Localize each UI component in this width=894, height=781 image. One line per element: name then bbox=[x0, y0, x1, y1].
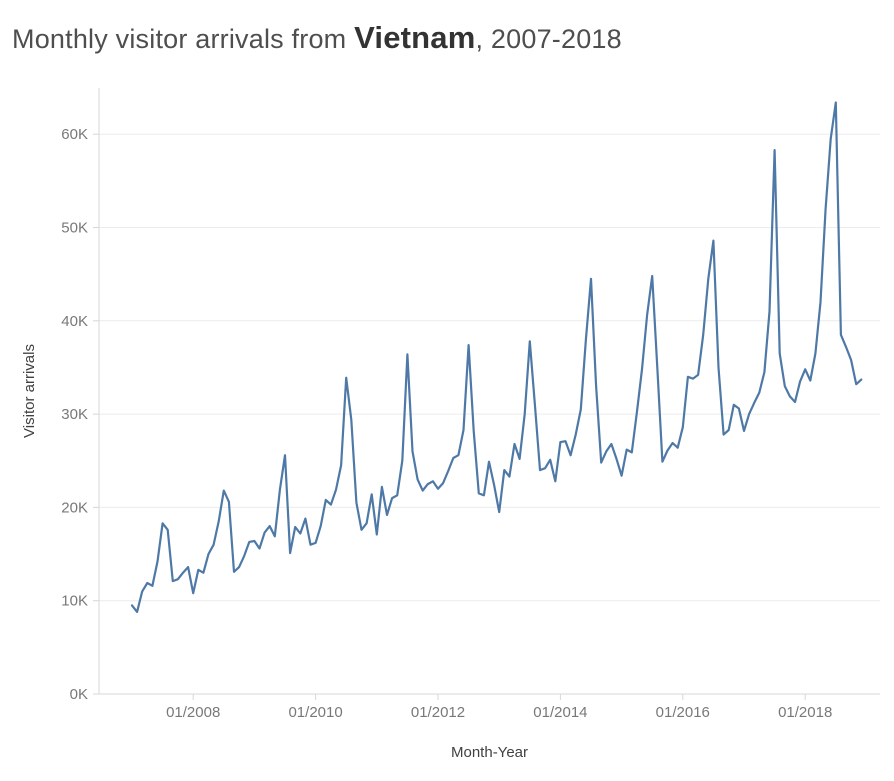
tick-labels: 0K 10K 20K 30K 40K 50K 60K 01/2008 01/2010 01/201… bbox=[61, 126, 832, 721]
chart-title-prefix: Monthly visitor arrivals from bbox=[12, 24, 355, 54]
x-tick-label: 01/2018 bbox=[778, 704, 832, 721]
x-axis-title: Month-Year bbox=[451, 744, 528, 761]
tick-marks bbox=[93, 133, 806, 700]
y-tick-label: 50K bbox=[61, 220, 88, 237]
chart-title-country: Vietnam bbox=[354, 20, 476, 55]
x-tick-label: 01/2012 bbox=[411, 704, 465, 721]
visitor-arrivals-line-mark[interactable] bbox=[130, 101, 863, 613]
y-tick-label: 10K bbox=[61, 593, 88, 610]
y-tick-label: 60K bbox=[61, 126, 88, 143]
x-tick-label: 01/2016 bbox=[656, 704, 710, 721]
y-tick-label: 40K bbox=[61, 313, 88, 330]
chart-title-suffix: , 2007-2018 bbox=[475, 24, 622, 54]
x-tick-label: 01/2014 bbox=[533, 704, 587, 721]
y-tick-label: 0K bbox=[70, 686, 88, 703]
y-tick-label: 30K bbox=[61, 406, 88, 423]
chart-title: Monthly visitor arrivals from Vietnam, 2… bbox=[12, 20, 622, 56]
x-tick-label: 01/2010 bbox=[288, 704, 342, 721]
x-tick-label: 01/2008 bbox=[166, 704, 220, 721]
axes bbox=[98, 88, 880, 695]
y-axis-title: Visitor arrivals bbox=[21, 344, 38, 438]
y-tick-label: 20K bbox=[61, 499, 88, 516]
